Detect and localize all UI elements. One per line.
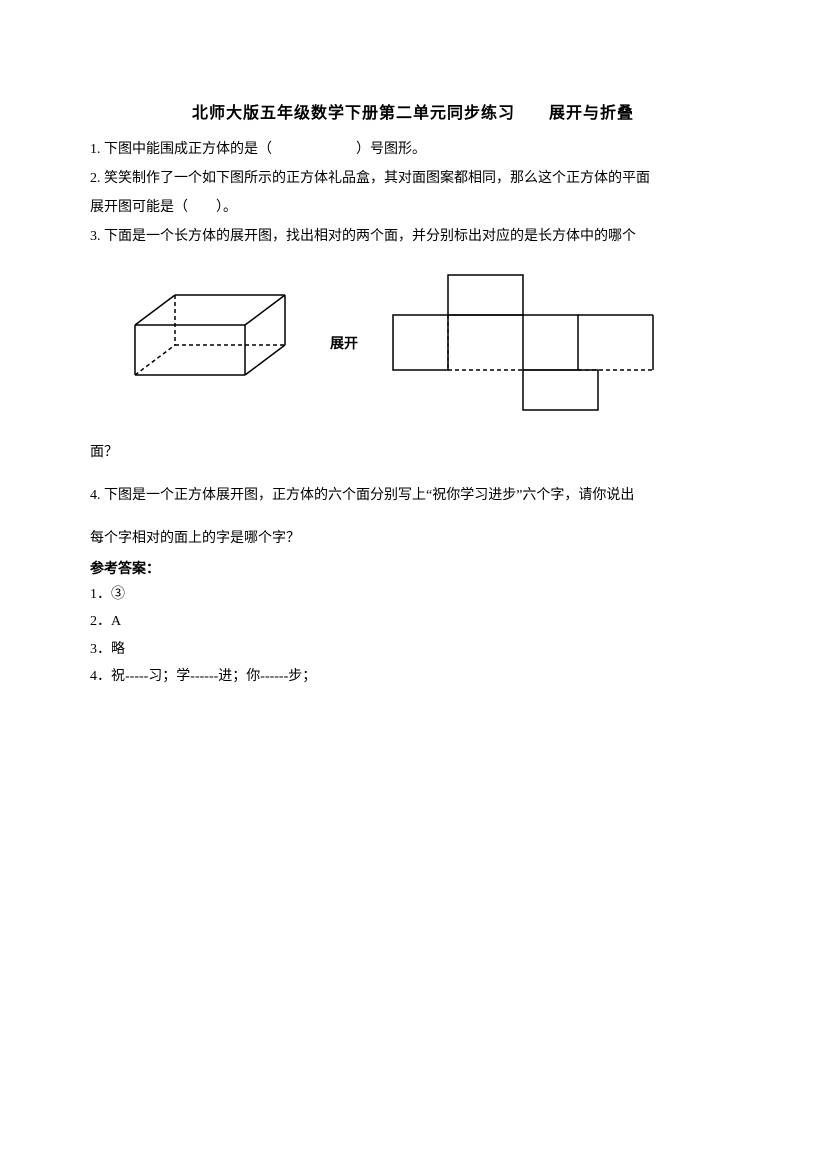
q2-line2-prefix: 展开图可能是（	[90, 200, 188, 215]
answers-header: 参考答案：	[90, 557, 736, 582]
q1-suffix: ）号图形。	[356, 142, 426, 157]
question-3-suffix: 面？	[90, 440, 736, 465]
question-2: 2. 笑笑制作了一个如下图所示的正方体礼品盒，其对面图案都相同，那么这个正方体的…	[90, 166, 736, 191]
unfold-label: 展开	[330, 332, 358, 357]
q1-blank	[272, 137, 356, 162]
cuboid-diagram	[120, 280, 300, 410]
q1-prefix: 1. 下图中能围成正方体的是（	[90, 142, 272, 157]
question-4-line2: 每个字相对的面上的字是哪个字？	[90, 526, 736, 551]
answer-1: 1．③	[90, 582, 736, 607]
q3-suffix: 面？	[90, 445, 118, 460]
question-1: 1. 下图中能围成正方体的是（ ）号图形。	[90, 137, 736, 162]
q4-line1: 4. 下图是一个正方体展开图，正方体的六个面分别写上“祝你学习进步”六个字，请你…	[90, 488, 634, 503]
answer-4: 4．祝-----习；学------进；你------步；	[90, 664, 736, 689]
question-4-line1: 4. 下图是一个正方体展开图，正方体的六个面分别写上“祝你学习进步”六个字，请你…	[90, 483, 736, 508]
q2-blank	[188, 195, 216, 220]
document-title: 北师大版五年级数学下册第二单元同步练习 展开与折叠	[90, 100, 736, 129]
question-2-line2: 展开图可能是（ ）。	[90, 195, 736, 220]
question-3: 3. 下面是一个长方体的展开图，找出相对的两个面，并分别标出对应的是长方体中的哪…	[90, 224, 736, 249]
q4-line2: 每个字相对的面上的字是哪个字？	[90, 531, 300, 546]
answer-3: 3．略	[90, 637, 736, 662]
q2-line2-suffix: ）。	[216, 200, 237, 215]
net-diagram	[388, 270, 658, 420]
answer-2: 2．A	[90, 609, 736, 634]
q2-line1: 2. 笑笑制作了一个如下图所示的正方体礼品盒，其对面图案都相同，那么这个正方体的…	[90, 171, 650, 186]
figure-container: 展开	[90, 270, 736, 420]
q3-text: 3. 下面是一个长方体的展开图，找出相对的两个面，并分别标出对应的是长方体中的哪…	[90, 229, 636, 244]
